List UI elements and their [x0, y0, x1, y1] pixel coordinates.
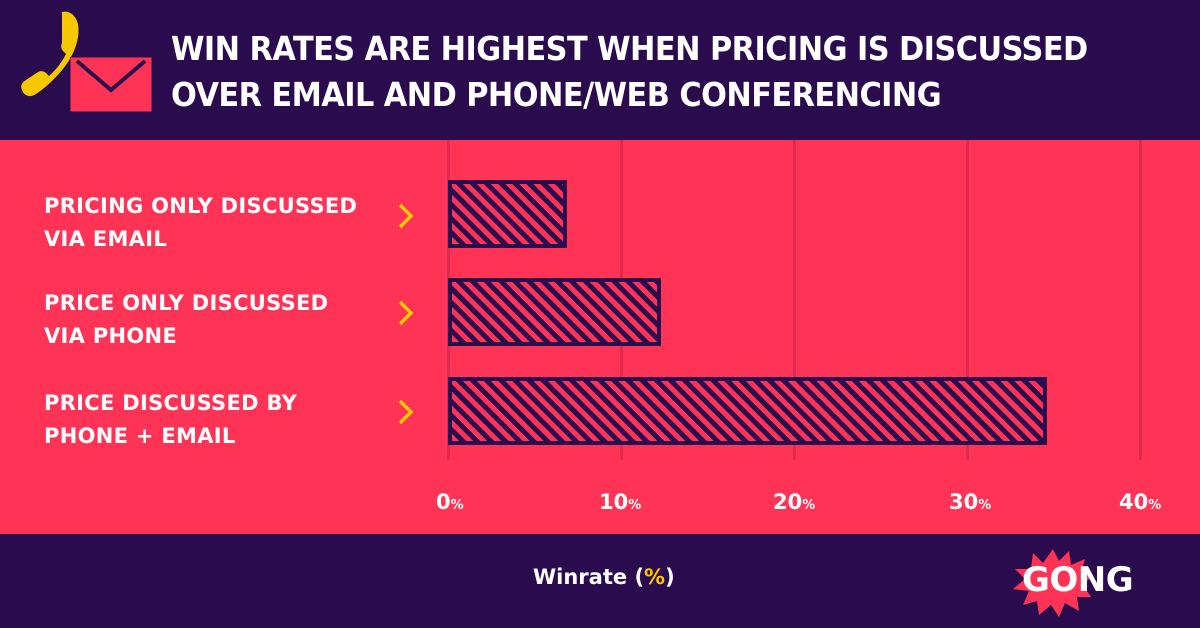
gong-burst-icon [1013, 549, 1093, 617]
title-line-2: OVER EMAIL AND PHONE/WEB CONFERENCING [171, 75, 942, 114]
envelope-icon [70, 57, 152, 112]
bar-email-only [448, 180, 567, 248]
phone-icon [21, 11, 79, 97]
category-line: VIA EMAIL [44, 227, 168, 251]
tick-value: 20 [773, 490, 803, 514]
gong-logo: GONG [1022, 560, 1134, 600]
category-label-phone-only: PRICE ONLY DISCUSSED VIA PHONE [44, 287, 328, 353]
tick-unit: % [450, 498, 464, 513]
bar-phone-only [448, 278, 661, 346]
x-tick-40: 40% [1119, 490, 1161, 514]
category-line: PRICE DISCUSSED BY [44, 391, 298, 415]
gridline-30 [966, 140, 969, 460]
category-line: PRICE ONLY DISCUSSED [44, 291, 329, 315]
gridline-40 [1139, 140, 1142, 460]
chevron-right-icon [398, 300, 414, 326]
x-tick-20: 20% [773, 490, 815, 514]
x-axis-label-text: Winrate [533, 565, 635, 589]
paren: ( [634, 565, 645, 589]
chevron-right-icon [398, 203, 414, 229]
percent-sign: % [644, 565, 666, 589]
tick-unit: % [628, 498, 642, 513]
title-line-1: WIN RATES ARE HIGHEST WHEN PRICING IS DI… [171, 29, 1088, 68]
category-line: PRICING ONLY DISCUSSED [44, 194, 358, 218]
x-axis-label: Winrate (%) [533, 565, 675, 589]
tick-value: 0 [436, 490, 451, 514]
x-tick-0: 0% [436, 490, 464, 514]
x-tick-10: 10% [599, 490, 641, 514]
category-label-email-only: PRICING ONLY DISCUSSED VIA EMAIL [44, 190, 357, 256]
tick-value: 40 [1119, 490, 1149, 514]
category-label-phone-email: PRICE DISCUSSED BY PHONE + EMAIL [44, 387, 297, 453]
tick-unit: % [802, 498, 816, 513]
x-tick-30: 30% [949, 490, 991, 514]
paren: ) [665, 565, 675, 589]
chevron-right-icon [398, 399, 414, 425]
header: WIN RATES ARE HIGHEST WHEN PRICING IS DI… [0, 0, 1200, 140]
footer [0, 534, 1200, 628]
tick-value: 30 [949, 490, 979, 514]
category-line: PHONE + EMAIL [44, 424, 236, 448]
tick-unit: % [978, 498, 992, 513]
bar-phone-email [448, 377, 1047, 445]
category-line: VIA PHONE [44, 324, 178, 348]
chart-title: WIN RATES ARE HIGHEST WHEN PRICING IS DI… [171, 26, 1088, 118]
gridline-20 [793, 140, 796, 460]
tick-value: 10 [599, 490, 629, 514]
tick-unit: % [1148, 498, 1162, 513]
